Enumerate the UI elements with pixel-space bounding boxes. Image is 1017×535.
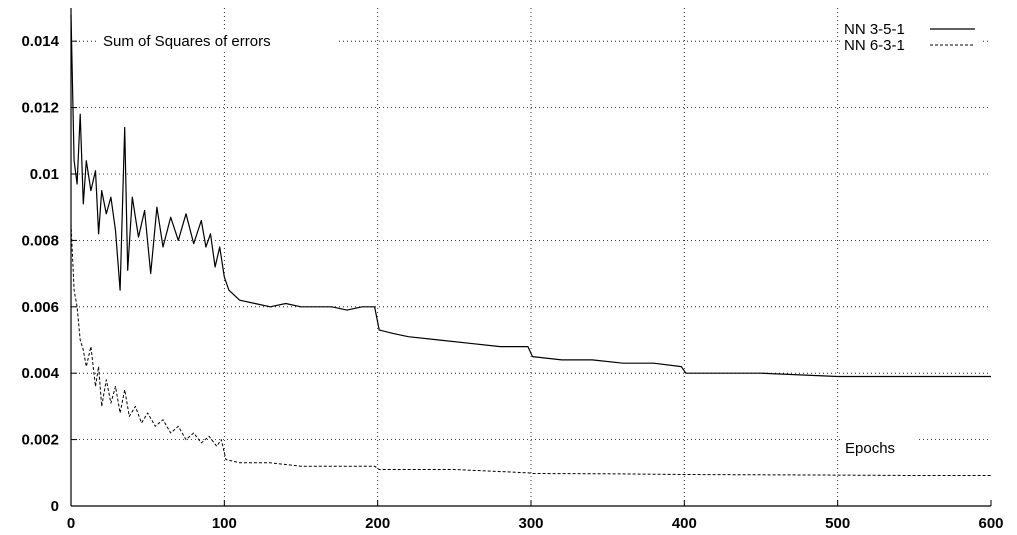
series-layer: [70, 14, 991, 476]
y-tick-label: 0.012: [21, 100, 59, 117]
legend-backdrop: [840, 20, 980, 58]
y-tick-label: 0.01: [30, 166, 59, 183]
x-tick-label: 0: [67, 515, 75, 532]
x-tick-label: 400: [672, 515, 697, 532]
x-tick-label: 100: [212, 515, 237, 532]
ylabel-backdrop: [99, 30, 337, 50]
x-tick-label: 500: [825, 515, 850, 532]
x-tick-label: 600: [978, 515, 1003, 532]
plot-frame: [70, 8, 992, 507]
xlabel-annotation: Epochs: [845, 440, 895, 457]
ylabel-annotation: Sum of Squares of errors: [103, 33, 271, 50]
series-line-1: [70, 14, 991, 378]
series-line-2: [70, 223, 991, 476]
y-tick-label: 0.002: [21, 432, 59, 449]
y-tick-label: 0: [51, 498, 59, 515]
legend: NN 3-5-1 NN 6-3-1: [840, 20, 980, 58]
y-tick-label: 0.008: [21, 232, 59, 249]
legend-label-series-1: NN 3-5-1: [844, 21, 905, 38]
y-tick-label: 0.006: [21, 299, 59, 316]
x-tick-label: 200: [365, 515, 390, 532]
xlabel-backdrop: [840, 438, 918, 458]
grid: [71, 8, 991, 506]
axes-labels: 0 100 200 300 400 500 600 0 0.002 0.004 0.006 0.008…: [21, 33, 1003, 532]
legend-label-series-2: NN 6-3-1: [844, 37, 905, 54]
y-tick-label: 0.014: [21, 33, 59, 50]
x-tick-label: 300: [518, 515, 543, 532]
y-tick-label: 0.004: [21, 365, 59, 382]
